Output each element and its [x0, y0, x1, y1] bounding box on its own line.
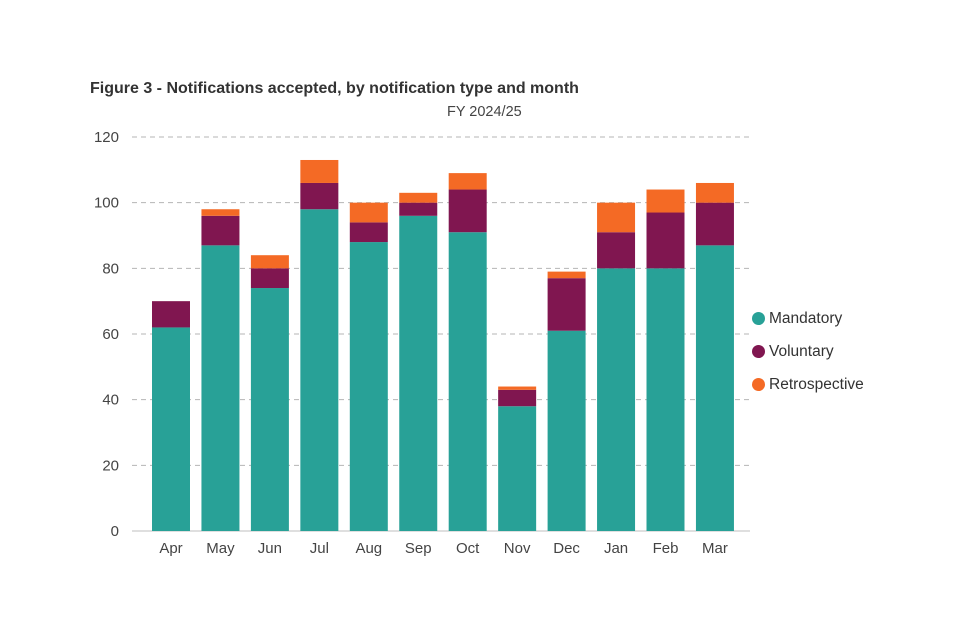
bar-voluntary-sep[interactable] — [399, 202, 438, 216]
axes: 0 20 40 60 80 100 120 Apr May Jun Jul Aug Sep Oct Nov D… — [94, 129, 728, 557]
bar-mandatory-may[interactable] — [201, 245, 240, 531]
bar-retrospective-oct[interactable] — [448, 173, 487, 190]
y-tick-label: 60 — [102, 326, 119, 343]
x-tick-label: May — [206, 540, 235, 557]
bar-retrospective-sep[interactable] — [399, 192, 438, 203]
bar-voluntary-mar[interactable] — [695, 202, 734, 246]
legend-item-retrospective[interactable]: Retrospective — [752, 368, 864, 401]
y-tick-label: 20 — [102, 457, 119, 474]
bar-mandatory-apr[interactable] — [152, 327, 190, 531]
legend-label: Voluntary — [769, 342, 834, 360]
bar-voluntary-may[interactable] — [201, 215, 240, 246]
bar-mandatory-jun[interactable] — [250, 288, 289, 531]
x-tick-label: Oct — [456, 540, 480, 557]
chart-title: Figure 3 - Notifications accepted, by no… — [90, 80, 579, 97]
legend-label: Mandatory — [769, 309, 843, 327]
y-tick-label: 120 — [94, 129, 119, 146]
bar-mandatory-feb[interactable] — [646, 268, 685, 531]
bar-voluntary-jun[interactable] — [250, 268, 289, 289]
bar-mandatory-nov[interactable] — [498, 406, 537, 531]
x-tick-label: Aug — [355, 540, 382, 557]
x-tick-label: Feb — [653, 540, 679, 557]
bar-voluntary-jan[interactable] — [597, 232, 636, 269]
legend-swatch — [752, 312, 765, 325]
bar-retrospective-jun[interactable] — [250, 255, 289, 269]
legend-item-voluntary[interactable]: Voluntary — [752, 335, 864, 368]
bar-retrospective-aug[interactable] — [349, 202, 388, 223]
bar-retrospective-may[interactable] — [201, 209, 240, 216]
bar-retrospective-jan[interactable] — [597, 202, 636, 233]
bar-mandatory-jul[interactable] — [300, 209, 339, 531]
y-tick-label: 40 — [102, 392, 119, 409]
bar-voluntary-apr[interactable] — [152, 301, 190, 328]
x-tick-label: Jul — [310, 540, 329, 557]
bar-mandatory-sep[interactable] — [399, 215, 438, 532]
chart-subtitle: FY 2024/25 — [447, 104, 522, 120]
bar-retrospective-feb[interactable] — [646, 189, 685, 213]
bar-retrospective-dec[interactable] — [547, 271, 586, 279]
legend-swatch — [752, 378, 765, 391]
y-tick-label: 80 — [102, 260, 119, 277]
y-tick-label: 0 — [111, 523, 119, 540]
x-tick-label: Apr — [159, 540, 182, 557]
bar-mandatory-dec[interactable] — [547, 330, 586, 531]
bar-voluntary-dec[interactable] — [547, 278, 586, 331]
bars — [152, 159, 734, 532]
bar-mandatory-oct[interactable] — [448, 232, 487, 531]
bar-voluntary-jul[interactable] — [300, 182, 339, 210]
legend-item-mandatory[interactable]: Mandatory — [752, 302, 864, 335]
x-tick-label: Nov — [504, 540, 531, 557]
y-tick-label: 100 — [94, 195, 119, 212]
x-tick-label: Jun — [258, 540, 282, 557]
bar-retrospective-mar[interactable] — [695, 182, 734, 203]
bar-mandatory-aug[interactable] — [349, 242, 388, 532]
legend: Mandatory Voluntary Retrospective — [752, 302, 864, 401]
x-tick-label: Dec — [553, 540, 580, 557]
bar-mandatory-mar[interactable] — [695, 245, 734, 531]
legend-label: Retrospective — [769, 375, 864, 393]
x-tick-label: Jan — [604, 540, 628, 557]
bar-retrospective-jul[interactable] — [300, 159, 339, 183]
bar-mandatory-jan[interactable] — [597, 268, 636, 531]
bar-voluntary-nov[interactable] — [498, 389, 537, 407]
x-tick-label: Mar — [702, 540, 728, 557]
legend-swatch — [752, 345, 765, 358]
bar-retrospective-nov[interactable] — [498, 386, 537, 390]
bar-voluntary-oct[interactable] — [448, 189, 487, 233]
x-tick-label: Sep — [405, 540, 432, 557]
bar-voluntary-aug[interactable] — [349, 222, 388, 243]
bar-voluntary-feb[interactable] — [646, 212, 685, 269]
